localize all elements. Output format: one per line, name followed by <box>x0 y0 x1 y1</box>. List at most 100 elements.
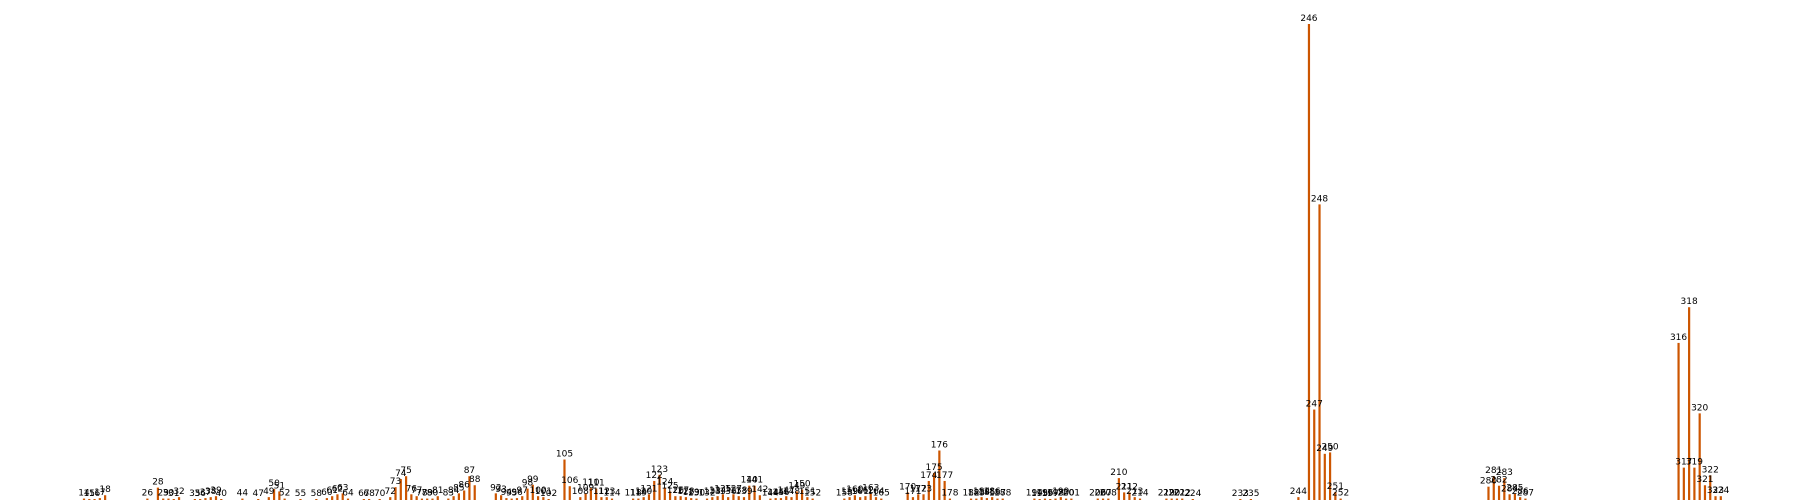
bar-label-285: 285 <box>1506 483 1523 493</box>
bar-label-151: 151 <box>799 487 816 497</box>
bar-160 <box>853 495 856 500</box>
bar-label-67: 67 <box>358 489 369 499</box>
bar-label-207: 207 <box>1094 489 1111 499</box>
bar-label-112: 112 <box>593 487 610 497</box>
bar-114 <box>610 498 614 500</box>
bar-label-235: 235 <box>1242 489 1259 499</box>
bar-label-94: 94 <box>501 488 513 498</box>
bar-52 <box>283 498 286 500</box>
bar-label-81: 81 <box>432 486 443 496</box>
bar-label-120: 120 <box>635 487 652 497</box>
bar-label-206: 206 <box>1089 489 1106 499</box>
bar-282 <box>1497 485 1501 500</box>
bar-label-105: 105 <box>556 450 573 460</box>
bar-label-75: 75 <box>400 466 411 476</box>
bar-158 <box>843 498 846 500</box>
bar-label-248: 248 <box>1311 194 1328 204</box>
bar-label-177: 177 <box>936 471 953 481</box>
bar-label-317: 317 <box>1675 458 1692 468</box>
bar-label-124: 124 <box>656 478 673 488</box>
bar-label-70: 70 <box>374 489 386 499</box>
bar-77 <box>415 496 418 500</box>
bar-185 <box>985 498 988 500</box>
bar-130 <box>695 498 698 500</box>
bar-64 <box>346 498 350 500</box>
bar-144 <box>769 498 772 500</box>
bar-label-211: 211 <box>1116 482 1133 492</box>
bar-187 <box>996 498 999 500</box>
bar-label-30: 30 <box>163 489 175 499</box>
bar-label-108: 108 <box>572 487 589 497</box>
bar-50 <box>272 489 276 500</box>
bar-83 <box>447 498 450 500</box>
bar-86 <box>463 490 466 500</box>
bar-281 <box>1492 476 1495 500</box>
bar-319 <box>1693 467 1696 500</box>
bar-252 <box>1339 498 1342 500</box>
bar-label-284: 284 <box>1501 484 1518 494</box>
bar-29 <box>162 498 165 500</box>
bar-label-38: 38 <box>205 487 217 497</box>
bar-145 <box>774 498 777 500</box>
bar-label-147: 147 <box>778 486 795 496</box>
bar-149 <box>795 491 798 500</box>
bar-320 <box>1698 413 1701 500</box>
bar-label-44: 44 <box>237 489 249 499</box>
bar-label-164: 164 <box>867 487 884 497</box>
bar-label-35: 35 <box>189 489 200 499</box>
bar-label-74: 74 <box>395 469 407 479</box>
bar-label-72: 72 <box>385 487 396 497</box>
bar-label-63: 63 <box>337 483 348 493</box>
bar-label-173: 173 <box>915 484 932 494</box>
bar-label-78: 78 <box>416 489 428 499</box>
bar-label-118: 118 <box>625 489 642 499</box>
bar-318 <box>1688 307 1691 500</box>
bar-label-127: 127 <box>672 486 689 496</box>
bar-200 <box>1064 498 1068 500</box>
bar-32 <box>177 497 181 500</box>
bar-label-49: 49 <box>263 487 275 497</box>
bar-126 <box>674 496 677 500</box>
bar-label-214: 214 <box>1131 489 1148 499</box>
bar-244 <box>1297 497 1300 500</box>
bar-18 <box>104 495 107 500</box>
bar-208 <box>1107 498 1110 500</box>
bar-label-106: 106 <box>561 476 578 486</box>
bar-label-52: 52 <box>279 489 290 499</box>
bar-label-145: 145 <box>767 488 784 498</box>
bar-label-182: 182 <box>962 489 979 499</box>
bar-label-113: 113 <box>598 487 615 497</box>
bar-label-171: 171 <box>904 487 921 497</box>
bar-label-126: 126 <box>667 486 684 496</box>
bar-label-85: 85 <box>453 483 464 493</box>
bar-label-114: 114 <box>603 489 620 499</box>
bar-150 <box>800 489 804 500</box>
bar-label-123: 123 <box>651 465 668 475</box>
bar-label-36: 36 <box>194 489 206 499</box>
bar-label-51: 51 <box>274 481 285 491</box>
bar-label-40: 40 <box>216 489 228 499</box>
bar-96 <box>515 498 519 500</box>
bar-label-133: 133 <box>704 487 721 497</box>
bar-label-322: 322 <box>1702 465 1719 475</box>
bar-110 <box>589 488 592 500</box>
bar-label-101: 101 <box>535 487 552 497</box>
bar-label-187: 187 <box>989 489 1006 499</box>
bar-136 <box>727 497 730 500</box>
bar-98 <box>526 488 529 500</box>
bar-210 <box>1117 478 1120 500</box>
bar-37 <box>204 498 207 500</box>
bar-label-321: 321 <box>1696 475 1713 485</box>
bar-92 <box>494 493 497 500</box>
bar-165 <box>880 498 883 500</box>
bar-147 <box>785 496 788 500</box>
bar-172 <box>917 494 920 500</box>
bar-73 <box>394 487 397 500</box>
bar-label-93: 93 <box>495 485 506 495</box>
bar-label-186: 186 <box>984 487 1001 497</box>
bar-label-29: 29 <box>157 489 169 499</box>
bar-label-150: 150 <box>793 480 810 490</box>
bar-122 <box>653 480 656 500</box>
bar-129 <box>690 498 693 500</box>
